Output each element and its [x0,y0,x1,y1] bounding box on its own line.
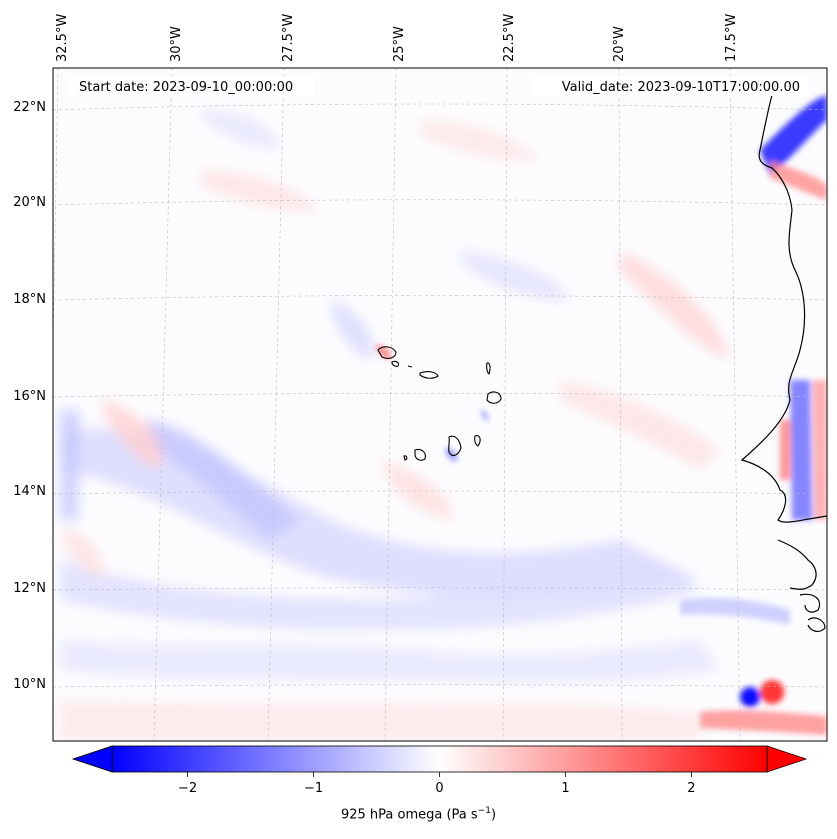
map-panel [53,68,827,741]
island-maio [474,435,481,447]
longitude-tick-labels: 32.5°W 30°W 27.5°W 25°W 22.5°W 20°W 17.5°W [55,14,739,62]
lat-tick-label: 22°N [13,100,46,115]
gridlines [53,68,827,741]
latitude-tick-labels: 22°N 20°N 18°N 16°N 14°N 12°N 10°N [13,100,46,692]
gridline-lon-25 [384,68,397,741]
lat-tick-label: 18°N [13,292,46,307]
lat-tick-label: 20°N [13,195,46,210]
valid-date-text: Valid_date: 2023-09-10T17:00:00.00 [562,80,800,95]
colorbar: −2 −1 0 1 2 [71,745,808,796]
colorbar-extend-high [766,745,808,773]
island-santa-luzia [407,365,413,368]
colorbar-tick-label: −2 [178,781,197,796]
map-frame [52,67,828,742]
lon-tick-label: 32.5°W [55,14,70,62]
colorbar-label: 925 hPa omega (Pa s−1) [340,806,497,823]
lon-tick-label: 17.5°W [724,14,739,62]
map-background [53,68,827,741]
coastal-omega-features [375,95,827,735]
gridline-lon-20 [618,68,623,741]
lat-tick-label: 14°N [13,484,46,499]
colorbar-tick-label: −1 [304,781,323,796]
island-brava [403,455,408,461]
lon-tick-label: 25°W [392,26,407,62]
coastline [740,94,827,633]
valid-date-box [532,76,808,96]
gridline-lon-17.5 [729,68,741,741]
cabo-verde-islands [377,346,502,461]
lat-tick-label: 12°N [13,581,46,596]
start-date-text: Start date: 2023-09-10_00:00:00 [79,80,293,95]
lat-tick-label: 10°N [13,677,46,692]
island-sao-nicolau [419,371,439,379]
colorbar-ticks: −2 −1 0 1 2 [178,772,696,796]
island-santiago [448,435,462,457]
gridline-lon-27.5 [267,68,285,741]
omega-field [60,110,730,741]
island-santo-antao [377,346,397,359]
lon-tick-label: 22.5°W [502,14,517,62]
colorbar-extend-low [71,745,113,773]
gridline-lon-30 [153,68,173,741]
island-fogo [414,448,426,461]
lon-tick-label: 30°W [169,26,184,62]
colorbar-tick-label: 2 [687,781,695,796]
island-boa-vista [486,391,502,404]
lat-tick-label: 16°N [13,389,46,404]
gridline-lon-22.5 [502,68,508,741]
island-sao-vicente [391,360,400,367]
start-date-box [68,76,314,96]
colorbar-tick-label: 0 [435,781,443,796]
colorbar-tick-label: 1 [561,781,569,796]
island-sal [486,362,491,376]
lon-tick-label: 20°W [612,26,627,62]
colorbar-body [112,746,767,772]
lon-tick-label: 27.5°W [281,14,296,62]
